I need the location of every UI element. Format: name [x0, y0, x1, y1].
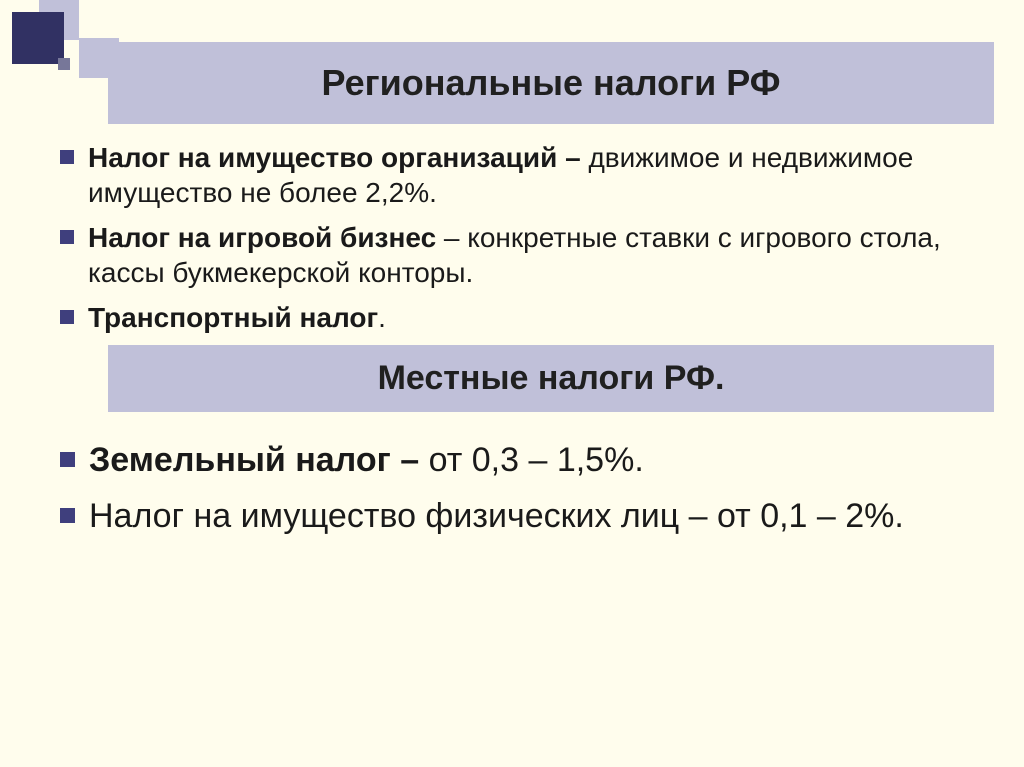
bullet-icon	[60, 452, 75, 467]
list-item-text: Налог на имущество организаций – движимо…	[88, 140, 994, 210]
bullet-icon	[60, 310, 74, 324]
list-item-text: Налог на имущество физических лиц – от 0…	[89, 494, 994, 540]
deco-square-2	[79, 38, 119, 78]
subtitle-bar: Местные налоги РФ.	[108, 345, 994, 412]
subtitle-text: Местные налоги РФ.	[378, 359, 725, 397]
list-item-text: Налог на игровой бизнес – конкретные ста…	[88, 220, 994, 290]
list-item: Налог на имущество физических лиц – от 0…	[60, 494, 994, 540]
list-item-text: Транспортный налог.	[88, 300, 994, 335]
bullet-icon	[60, 508, 75, 523]
list-item: Земельный налог – от 0,3 – 1,5%.	[60, 438, 994, 484]
list-item: Налог на имущество организаций – движимо…	[60, 140, 994, 210]
bullet-icon	[60, 150, 74, 164]
regional-list: Налог на имущество организаций – движимо…	[50, 140, 994, 335]
list-item: Транспортный налог.	[60, 300, 994, 335]
local-list: Земельный налог – от 0,3 – 1,5%. Налог н…	[50, 438, 994, 540]
slide: Региональные налоги РФ Налог на имуществ…	[0, 0, 1024, 580]
list-item: Налог на игровой бизнес – конкретные ста…	[60, 220, 994, 290]
list-item-text: Земельный налог – от 0,3 – 1,5%.	[89, 438, 994, 484]
deco-square-4	[58, 58, 70, 70]
title-text: Региональные налоги РФ	[321, 62, 780, 103]
bullet-icon	[60, 230, 74, 244]
title-bar: Региональные налоги РФ	[108, 42, 994, 124]
deco-square-3	[12, 12, 64, 64]
